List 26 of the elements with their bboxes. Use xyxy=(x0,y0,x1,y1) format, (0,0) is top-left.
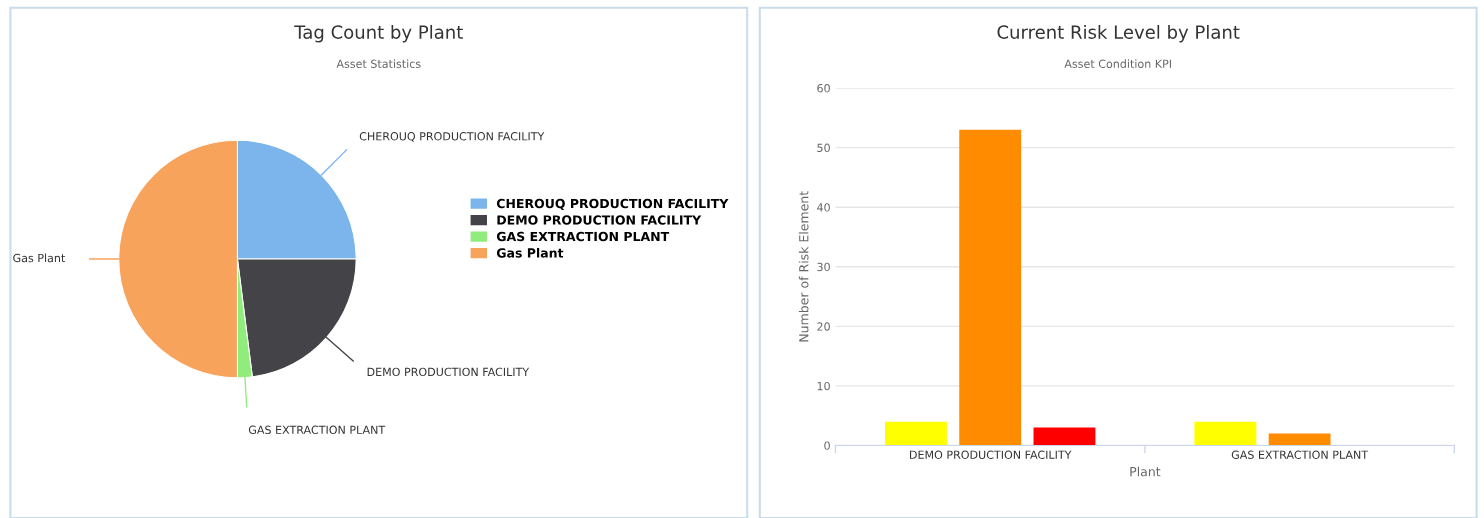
x-axis-title: Plant xyxy=(1130,466,1161,477)
y-tick-label: 60 xyxy=(817,84,830,93)
bar xyxy=(1268,433,1331,446)
bar xyxy=(885,421,947,446)
slice-label: GAS EXTRACTION PLANT xyxy=(248,425,386,435)
legend-label: CHEROUQ PRODUCTION FACILITY xyxy=(496,198,729,210)
y-tick-label: 30 xyxy=(817,262,830,272)
y-tick-label: 40 xyxy=(817,203,830,212)
bar xyxy=(959,129,1022,446)
legend-label: Gas Plant xyxy=(496,247,564,258)
chart-title: Current Risk Level by Plant xyxy=(997,24,1240,43)
y-axis-title: Number of Risk Element xyxy=(798,191,809,342)
y-tick-label: 20 xyxy=(817,322,830,331)
bar xyxy=(1033,427,1096,446)
chart-subtitle: Asset Statistics xyxy=(336,59,421,68)
chart-subtitle: Asset Condition KPI xyxy=(1064,59,1171,68)
slice-label: DEMO PRODUCTION FACILITY xyxy=(367,367,530,377)
slice-label: CHEROUQ PRODUCTION FACILITY xyxy=(359,132,545,142)
legend-label: DEMO PRODUCTION FACILITY xyxy=(497,215,702,225)
y-tick-label: 10 xyxy=(817,381,830,391)
slice-label: Gas Plant xyxy=(13,253,66,263)
legend-label: GAS EXTRACTION PLANT xyxy=(496,231,670,242)
chart-title: Tag Count by Plant xyxy=(294,24,463,43)
y-tick-label: 0 xyxy=(824,441,830,450)
bar xyxy=(1194,421,1257,446)
y-tick-label: 50 xyxy=(817,143,830,153)
